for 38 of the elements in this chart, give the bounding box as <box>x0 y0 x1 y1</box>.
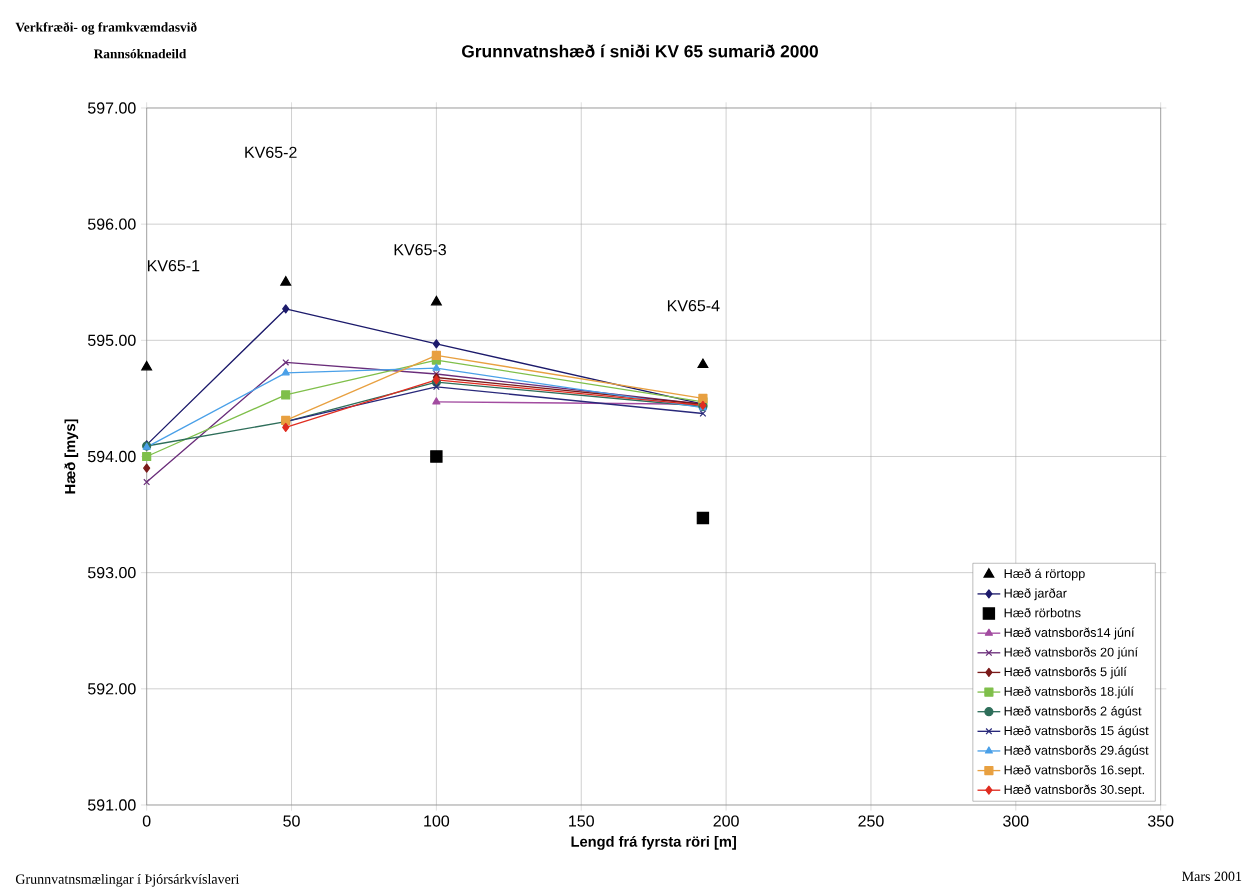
y-tick-label: 593.00 <box>87 566 136 579</box>
legend-label: Hæð rörbotns <box>1004 607 1081 618</box>
y-tick-label: 591.00 <box>87 799 136 811</box>
annotation: KV65-3 <box>394 243 446 256</box>
y-tick-label: 592.00 <box>87 683 136 695</box>
x-tick-label: 50 <box>283 815 300 827</box>
x-axis-title: Lengd frá fyrsta röri [m] <box>571 835 736 850</box>
y-tick-label: 594.00 <box>87 450 136 463</box>
x-tick-label: 250 <box>858 815 884 827</box>
annotation: KV65-4 <box>667 299 720 312</box>
x-tick-label: 300 <box>1003 815 1029 827</box>
x-tick-label: 0 <box>142 815 151 827</box>
text: Mars 2001 <box>1182 871 1242 882</box>
legend-label: Hæð jarðar <box>1004 588 1067 601</box>
y-tick-label: 595.00 <box>87 334 136 346</box>
legend-label: Hæð vatnsborðs 30.sept. <box>1004 784 1144 797</box>
x-tick-label: 350 <box>1147 815 1174 827</box>
legend-label: Hæð vatnsborðs 2 ágúst <box>1004 706 1142 719</box>
legend-label: Hæð á rörtopp <box>1004 568 1085 581</box>
y-tick-label: 596.00 <box>87 218 136 230</box>
chart-title: Grunnvatnshæð í sniði KV 65 sumarið 2000 <box>462 44 818 58</box>
legend-label: Hæð vatnsborðs 15 ágúst <box>1004 725 1149 738</box>
annotation: KV65-1 <box>147 259 200 272</box>
legend-label: Hæð vatnsborðs 5 júlí <box>1004 666 1127 679</box>
legend-label: Hæð vatnsborðs 29.ágúst <box>1004 745 1149 758</box>
legend-label: Hæð vatnsborðs14 júní <box>1004 627 1135 640</box>
text: Grunnvatnsmælingar í Þjórsárkvíslaveri <box>15 873 240 887</box>
legend-label: Hæð vatnsborðs 16.sept. <box>1004 764 1144 777</box>
y-axis-title: Hæð [mys] <box>64 419 79 494</box>
x-tick-label: 150 <box>569 815 594 827</box>
x-tick-label: 100 <box>424 815 450 827</box>
legend-label: Hæð vatnsborðs 18.júlí <box>1004 686 1134 699</box>
annotation: KV65-2 <box>245 146 297 158</box>
legend-label: Hæð vatnsborðs 20 júní <box>1004 647 1139 660</box>
text: Verkfræði- og framkvæmdasvið <box>15 22 197 35</box>
text: Rannsóknadeild <box>93 48 187 59</box>
x-tick-label: 200 <box>713 815 739 827</box>
y-tick-label: 597.00 <box>87 102 136 114</box>
